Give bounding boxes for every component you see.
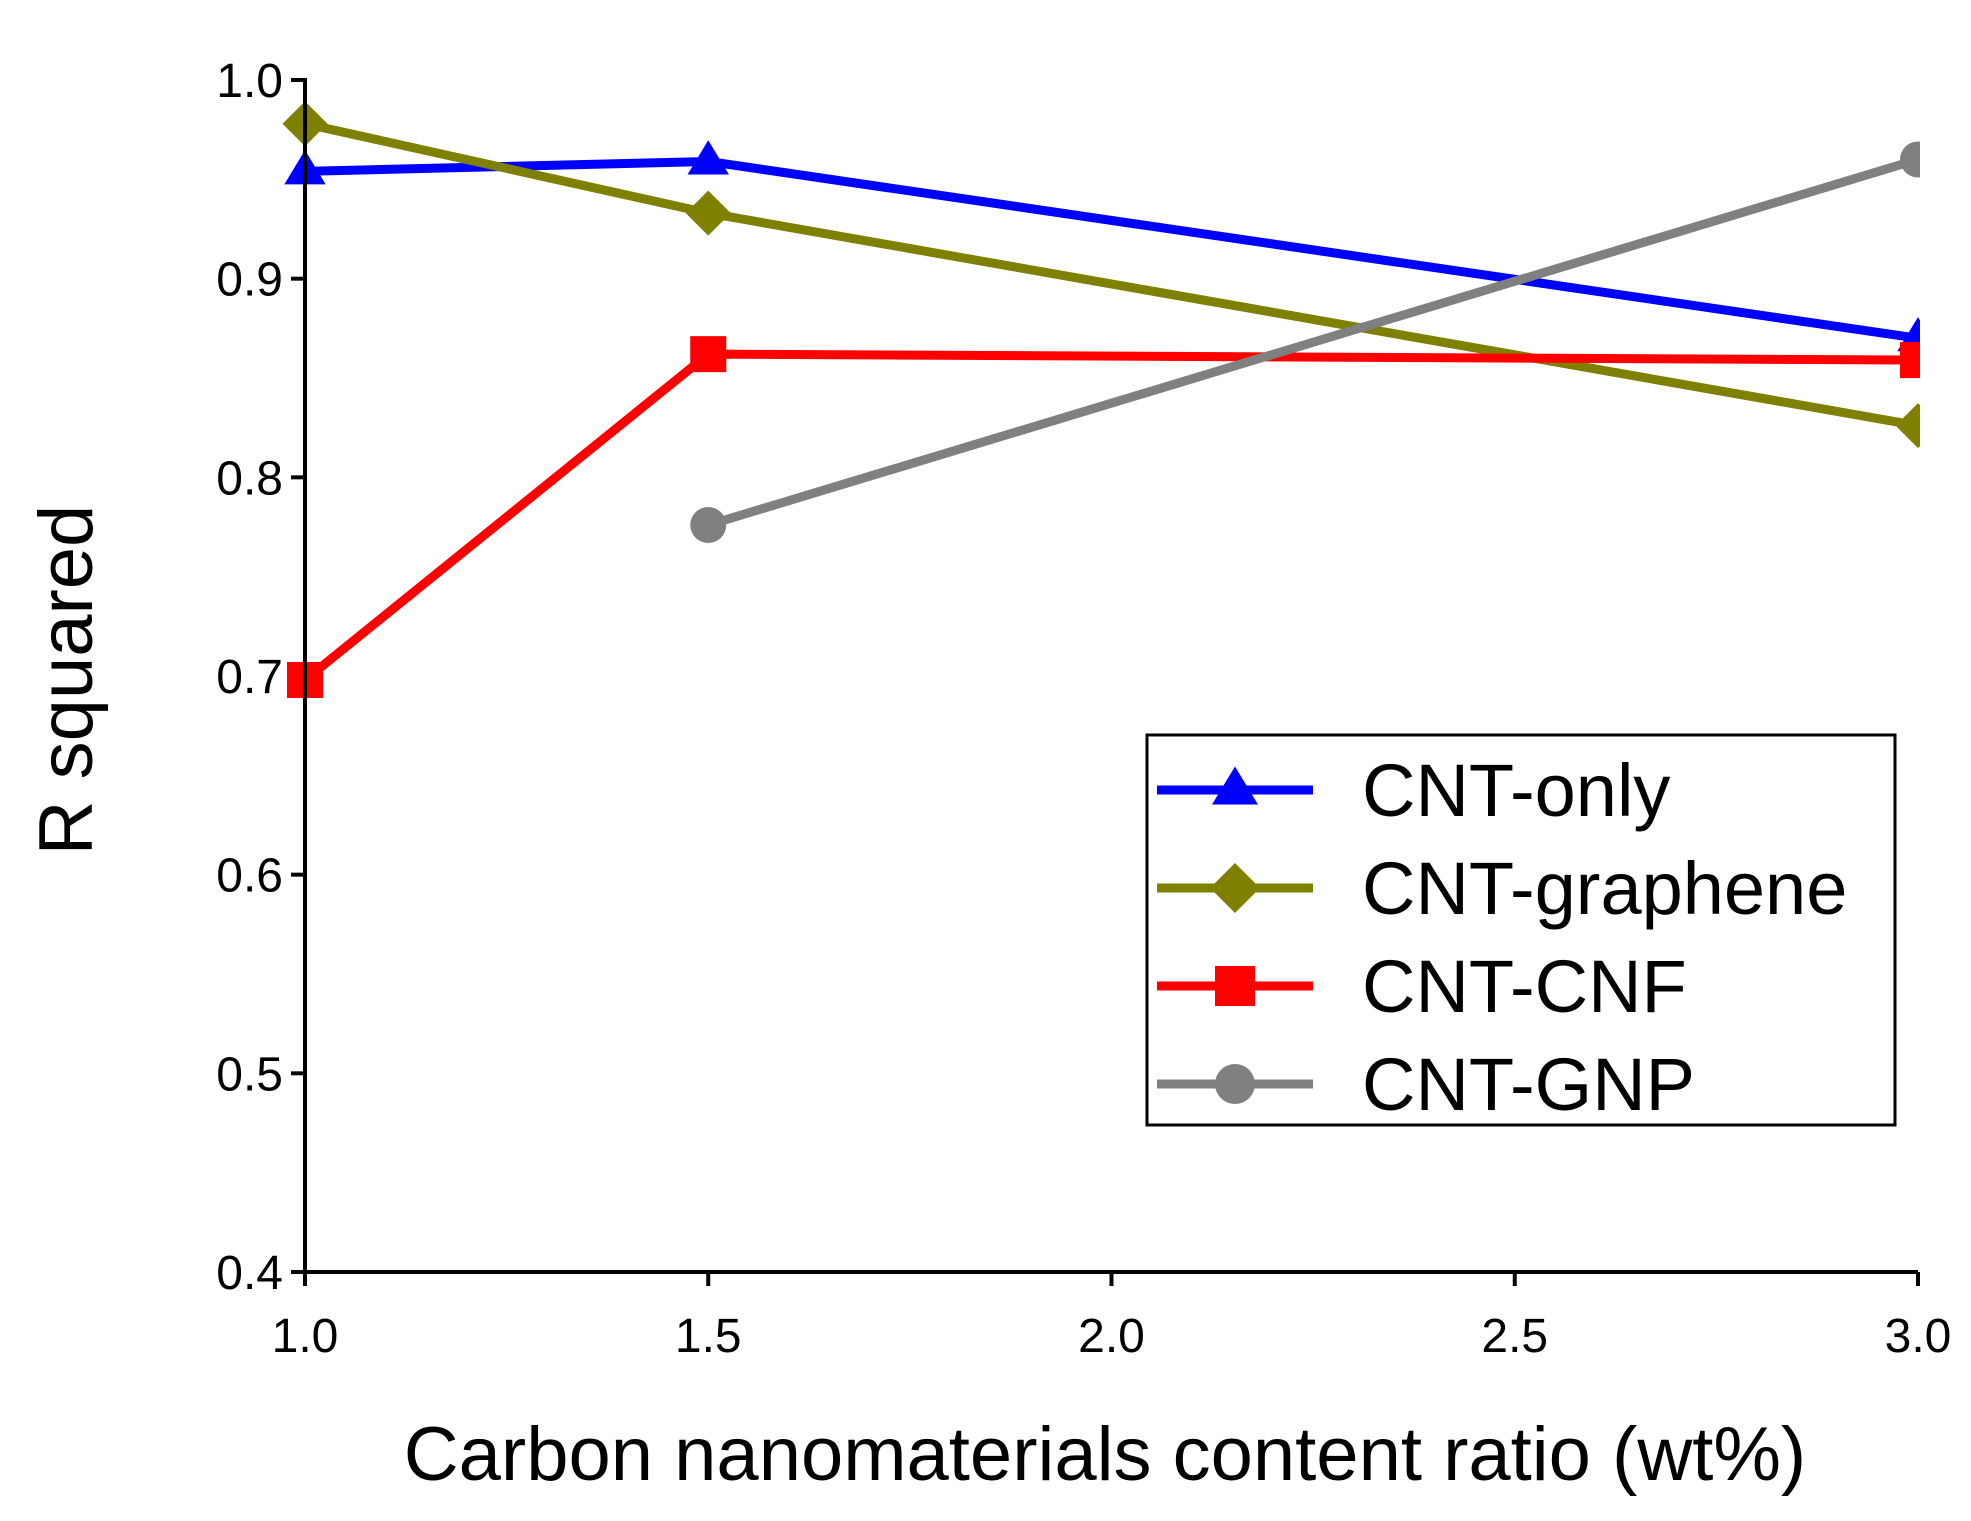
- y-axis-title: R squared: [24, 505, 109, 856]
- axes-layer: [303, 78, 1918, 1274]
- point-cnt-only: [687, 140, 729, 175]
- x-tick-label: 1.5: [675, 1310, 742, 1363]
- legend-marker-cnt-graphene: [1210, 863, 1260, 913]
- legend-label-cnt-gnp: CNT-GNP: [1362, 1043, 1695, 1126]
- x-tick-label: 1.0: [272, 1310, 339, 1363]
- legend-label-cnt-graphene: CNT-graphene: [1362, 847, 1847, 930]
- y-tick-label: 0.7: [216, 651, 283, 704]
- point-cnt-graphene: [685, 190, 731, 236]
- y-tick-label: 0.9: [216, 254, 283, 307]
- x-tick-label: 2.0: [1078, 1310, 1145, 1363]
- y-tick-label: 0.5: [216, 1048, 283, 1101]
- point-cnt-cnf: [1900, 342, 1920, 379]
- legend-box: [1145, 733, 1897, 1127]
- point-cnt-gnp: [690, 507, 727, 544]
- legend: CNT-only CNT-graphene CNT-CNF CNT-GNP: [1145, 733, 1897, 1127]
- y-tick-label: 0.4: [216, 1247, 283, 1300]
- y-tick-label: 1.0: [216, 55, 283, 108]
- legend-label-cnt-only: CNT-only: [1362, 749, 1670, 832]
- legend-label-cnt-cnf: CNT-CNF: [1362, 945, 1687, 1028]
- ticks-layer: 0.4 0.5 0.6 0.7 0.8 0.9 1.0 1.0 1.5 2.0 2.5 3.0: [216, 55, 1951, 1363]
- y-tick-label: 0.6: [216, 850, 283, 903]
- x-tick-label: 2.5: [1481, 1310, 1548, 1363]
- x-tick-label: 3.0: [1885, 1310, 1952, 1363]
- series-line-cnt-gnp: [706, 155, 1920, 530]
- legend-marker-cnt-cnf: [1215, 966, 1255, 1006]
- legend-marker-cnt-gnp: [1215, 1064, 1255, 1104]
- series-line-cnt-only: [304, 156, 1919, 343]
- legend-marker-cnt-only: [1212, 766, 1258, 805]
- y-tick-label: 0.8: [216, 452, 283, 505]
- point-cnt-cnf: [690, 336, 727, 373]
- series-layer: [282, 101, 1920, 698]
- point-cnt-graphene: [1895, 403, 1920, 449]
- x-axis-title: Carbon nanomaterials content ratio (wt%): [404, 1412, 1806, 1497]
- point-cnt-gnp: [1900, 141, 1920, 178]
